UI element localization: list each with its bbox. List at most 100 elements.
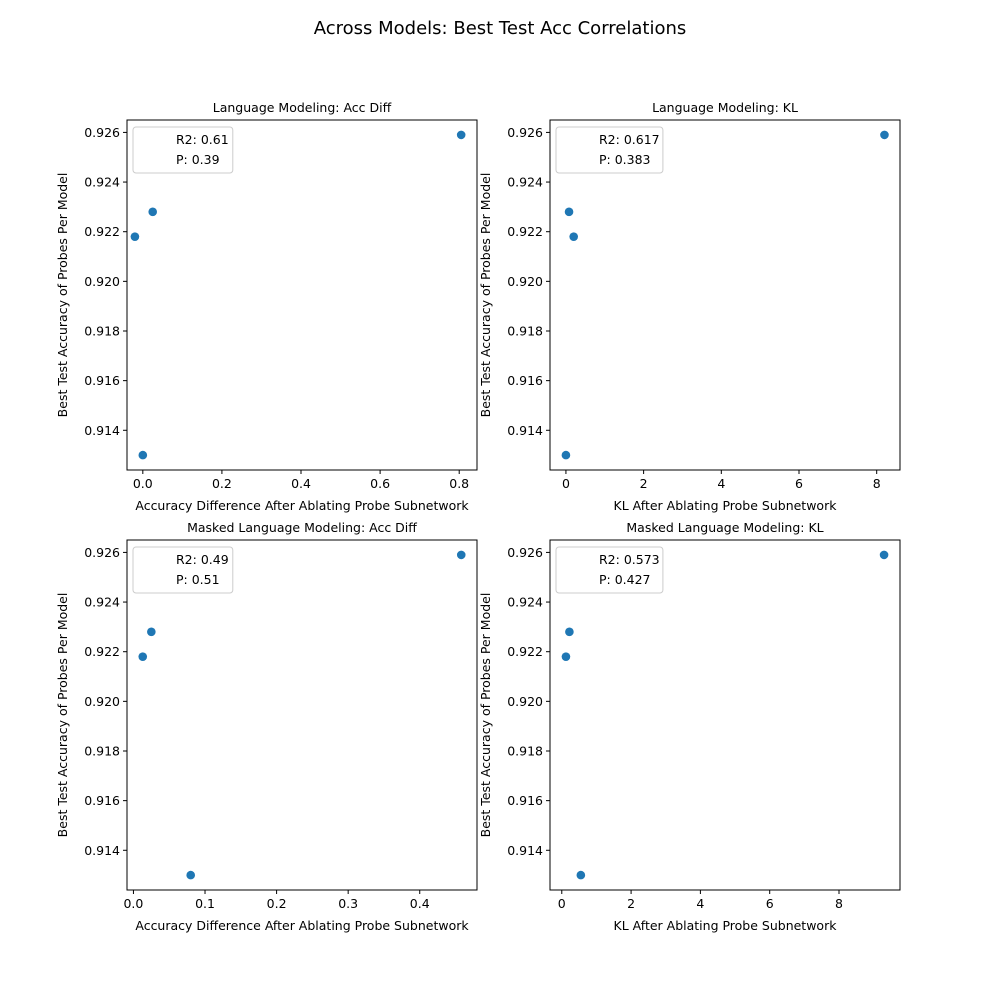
data-point: [147, 627, 156, 637]
y-axis-label: Best Test Accuracy of Probes Per Model: [478, 593, 493, 838]
y-tick-label: 0.914: [507, 423, 543, 438]
y-tick-label: 0.922: [84, 644, 120, 659]
legend-box: [132, 126, 234, 174]
axes-frame: [549, 119, 901, 471]
subplot-4: Masked Language Modeling: KL 0 2 4 6 8 0.914 0.…: [478, 520, 901, 933]
y-axis-label: Best Test Accuracy of Probes Per Model: [55, 593, 70, 838]
y-tick-label: 0.914: [507, 843, 543, 858]
y-tick-label: 0.914: [84, 843, 120, 858]
x-tick-label: 6: [795, 476, 803, 491]
legend: R2: 0.61 P: 0.39: [132, 126, 234, 174]
x-tick-label: 8: [835, 896, 843, 911]
x-tick-label: 0.1: [195, 896, 215, 911]
legend-entry: R2: 0.573: [599, 552, 660, 567]
data-point: [564, 207, 574, 217]
data-point: [138, 450, 148, 460]
data-point: [561, 652, 571, 661]
subplot-title: Language Modeling: KL: [652, 100, 798, 115]
y-tick-label: 0.916: [507, 793, 543, 808]
x-axis-label: Accuracy Difference After Ablating Probe…: [135, 498, 469, 513]
legend: R2: 0.49 P: 0.51: [132, 546, 234, 594]
y-tick-label: 0.922: [507, 644, 543, 659]
data-point: [456, 550, 466, 560]
x-tick-label: 0.0: [133, 476, 153, 491]
subplot-1: Language Modeling: Acc Diff 0.0 0.2 0.4 0.6 0…: [55, 100, 478, 513]
data-point: [879, 550, 889, 560]
legend-box: [132, 546, 234, 594]
legend-entry: P: 0.427: [599, 572, 651, 587]
x-tick-label: 0.6: [370, 476, 390, 491]
subplot-title: Language Modeling: Acc Diff: [213, 100, 392, 115]
x-tick-label: 6: [766, 896, 774, 911]
y-tick-label: 0.922: [507, 224, 543, 239]
legend-box: [555, 126, 664, 174]
x-tick-label: 2: [640, 476, 648, 491]
y-axis-label: Best Test Accuracy of Probes Per Model: [55, 173, 70, 418]
y-tick-label: 0.920: [507, 274, 543, 289]
y-tick-label: 0.926: [84, 125, 120, 140]
legend: R2: 0.573 P: 0.427: [555, 546, 664, 594]
y-tick-label: 0.924: [507, 175, 543, 190]
data-point: [148, 207, 158, 217]
x-tick-label: 4: [696, 896, 704, 911]
x-tick-label: 2: [627, 896, 635, 911]
data-point: [456, 130, 466, 140]
subplot-2: Language Modeling: KL 0 2 4 6 8 0.914 0.916 0.91…: [478, 100, 901, 513]
x-tick-label: 0.2: [212, 476, 232, 491]
x-tick-label: 8: [873, 476, 881, 491]
data-point: [880, 130, 889, 140]
y-tick-label: 0.926: [507, 545, 543, 560]
data-point: [130, 232, 140, 241]
legend-entry: R2: 0.61: [176, 132, 229, 147]
x-tick-label: 0.4: [291, 476, 311, 491]
legend-entry: R2: 0.617: [599, 132, 660, 147]
legend-entry: P: 0.51: [176, 572, 220, 587]
legend-box: [555, 546, 664, 594]
data-point: [576, 870, 586, 880]
x-tick-label: 0.8: [449, 476, 469, 491]
y-tick-label: 0.914: [84, 423, 120, 438]
x-tick-label: 0.0: [123, 896, 143, 911]
axes-frame: [126, 119, 478, 471]
x-tick-label: 0: [558, 896, 566, 911]
x-tick-label: 0: [562, 476, 570, 491]
y-tick-label: 0.918: [84, 323, 120, 338]
y-tick-label: 0.918: [507, 743, 543, 758]
legend-entry: P: 0.39: [176, 152, 220, 167]
y-tick-label: 0.920: [507, 694, 543, 709]
legend-entry: P: 0.383: [599, 152, 651, 167]
subplot-grid: Language Modeling: Acc Diff 0.0 0.2 0.4 0.6 0…: [55, 100, 901, 933]
axes-frame: [549, 539, 901, 891]
y-tick-label: 0.924: [84, 175, 120, 190]
legend: R2: 0.617 P: 0.383: [555, 126, 664, 174]
y-tick-label: 0.916: [507, 373, 543, 388]
y-tick-label: 0.926: [84, 545, 120, 560]
x-tick-label: 0.2: [267, 896, 287, 911]
x-axis-label: Accuracy Difference After Ablating Probe…: [135, 918, 469, 933]
y-tick-label: 0.922: [84, 224, 120, 239]
y-tick-label: 0.916: [84, 373, 120, 388]
y-tick-label: 0.918: [507, 323, 543, 338]
y-axis-label: Best Test Accuracy of Probes Per Model: [478, 173, 493, 418]
axes-frame: [126, 539, 478, 891]
data-point: [138, 652, 148, 661]
y-tick-label: 0.924: [84, 595, 120, 610]
x-tick-label: 0.3: [338, 896, 358, 911]
subplot-title: Masked Language Modeling: KL: [626, 520, 823, 535]
y-tick-label: 0.926: [507, 125, 543, 140]
figure-title: Across Models: Best Test Acc Correlation…: [314, 18, 687, 39]
x-axis-label: KL After Ablating Probe Subnetwork: [614, 498, 838, 513]
subplot-title: Masked Language Modeling: Acc Diff: [187, 520, 417, 535]
data-point: [565, 627, 574, 637]
y-tick-label: 0.924: [507, 595, 543, 610]
data-point: [561, 450, 571, 460]
y-tick-label: 0.918: [84, 743, 120, 758]
y-tick-label: 0.920: [84, 274, 120, 289]
y-tick-label: 0.920: [84, 694, 120, 709]
x-tick-label: 4: [717, 476, 725, 491]
data-point: [569, 232, 578, 241]
y-tick-label: 0.916: [84, 793, 120, 808]
subplot-3: Masked Language Modeling: Acc Diff 0.0 0.1…: [55, 520, 478, 933]
x-axis-label: KL After Ablating Probe Subnetwork: [614, 918, 838, 933]
